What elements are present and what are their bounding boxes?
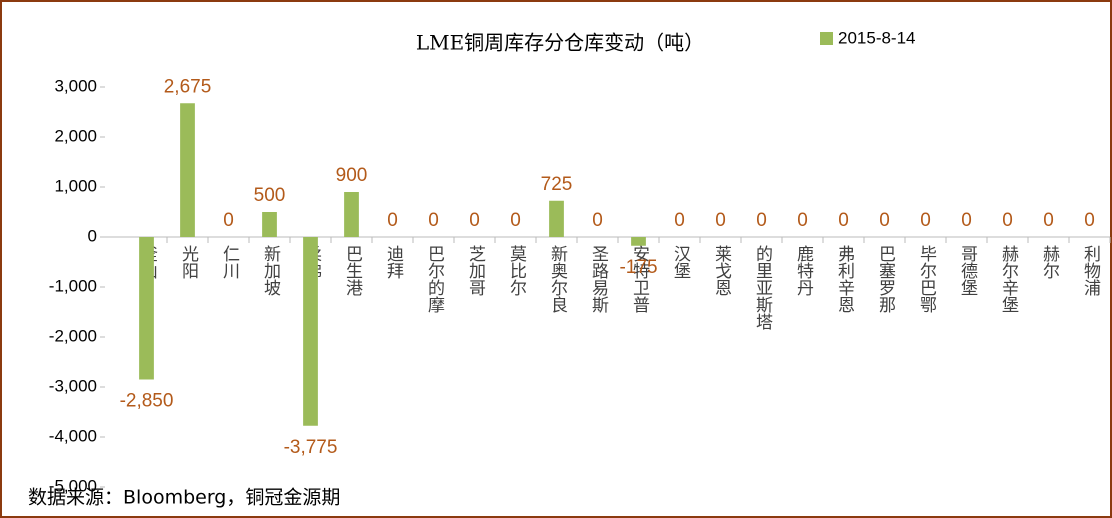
x-tick-label: 迪拜	[383, 245, 404, 279]
x-tick-label: 莱戈恩	[711, 245, 732, 296]
x-tick-label: 芝加哥	[465, 245, 486, 296]
x-tick-label: 汉堡	[670, 245, 691, 279]
x-tick-label: 巴尔的摩	[424, 245, 445, 313]
data-label: 0	[879, 210, 890, 231]
data-label: 0	[961, 210, 972, 231]
data-label: 0	[838, 210, 849, 231]
bar	[549, 200, 564, 237]
x-tick-label: 新奥尔良	[547, 245, 568, 313]
data-label: 0	[1084, 210, 1095, 231]
bar	[139, 237, 154, 380]
data-label: 0	[715, 210, 726, 231]
data-label: 0	[510, 210, 521, 231]
y-tick-label: 2,000	[54, 126, 97, 145]
bar	[303, 237, 318, 426]
data-label: 0	[1043, 210, 1054, 231]
bar	[631, 237, 646, 246]
data-label: 500	[254, 185, 286, 206]
data-label: 725	[541, 174, 573, 195]
y-tick-label: -2,000	[49, 326, 97, 345]
bar	[180, 103, 195, 237]
x-tick-label: 安特卫普	[629, 245, 650, 313]
data-label: -3,775	[284, 437, 338, 458]
data-label: 0	[469, 210, 480, 231]
bar	[262, 212, 277, 237]
legend-swatch	[820, 32, 833, 45]
y-tick-label: -4,000	[49, 426, 97, 445]
x-tick-label: 赫尔辛堡	[998, 245, 1019, 313]
source-note: 数据来源：Bloomberg，铜冠金源期	[28, 487, 340, 509]
y-tick-label: 0	[88, 226, 97, 245]
x-tick-label: 仁川	[219, 245, 240, 279]
y-tick-label: 3,000	[54, 76, 97, 95]
data-label: -2,850	[120, 391, 174, 412]
x-tick-label: 巴塞罗那	[875, 245, 896, 313]
y-tick-label: 1,000	[54, 176, 97, 195]
x-tick-label: 利物浦	[1080, 245, 1101, 297]
x-tick-label: 莫比尔	[506, 245, 527, 296]
data-label: 0	[223, 210, 234, 231]
data-label: 0	[674, 210, 685, 231]
y-tick-label: -5,000	[49, 476, 97, 495]
data-label: 0	[920, 210, 931, 231]
x-tick-label: 毕尔巴鄂	[916, 245, 937, 313]
data-label: 0	[428, 210, 439, 231]
x-tick-label: 新加坡	[260, 245, 281, 296]
data-label: 0	[387, 210, 398, 231]
data-label: 2,675	[164, 76, 212, 97]
x-tick-label: 鹿特丹	[793, 245, 814, 297]
bar	[344, 192, 359, 237]
legend-label: 2015-8-14	[838, 28, 916, 47]
data-label: 0	[592, 210, 603, 231]
data-label: 0	[756, 210, 767, 231]
data-label: -175	[619, 257, 657, 278]
y-tick-label: -1,000	[49, 276, 97, 295]
x-tick-label: 光阳	[178, 245, 199, 279]
chart-title: LME铜周库存分仓库变动（吨）	[416, 31, 704, 55]
data-label: 0	[797, 210, 808, 231]
y-tick-label: -3,000	[49, 376, 97, 395]
x-tick-label: 圣路易斯	[588, 245, 609, 314]
x-tick-label: 的里亚斯塔	[752, 245, 773, 330]
data-label: 900	[336, 165, 368, 186]
x-tick-label: 巴生港	[342, 245, 363, 296]
x-tick-label: 赫尔	[1039, 245, 1060, 279]
x-tick-label: 弗利辛恩	[834, 245, 855, 313]
x-tick-label: 哥德堡	[957, 245, 978, 296]
data-label: 0	[1002, 210, 1013, 231]
